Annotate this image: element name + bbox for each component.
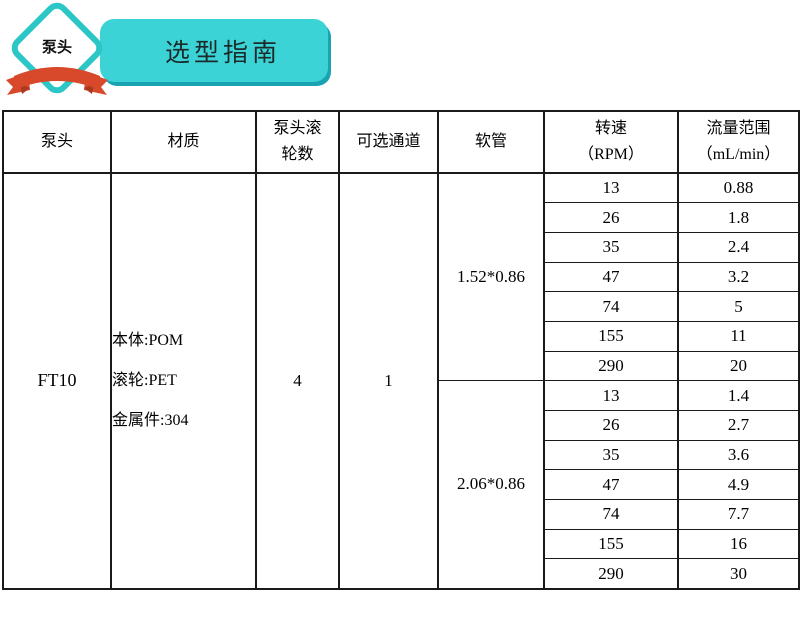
hose-cell: 2.06*0.86: [437, 380, 545, 590]
flow-cell: 5: [677, 291, 800, 322]
header-channels: 可选通道: [338, 110, 439, 174]
table-row: 290 30: [3, 558, 800, 590]
flow-cell: 30: [677, 558, 800, 590]
flow-cell: 11: [677, 320, 800, 352]
material-line: 本体:POM: [112, 331, 184, 349]
rpm-cell: 74: [543, 291, 679, 322]
rpm-cell: 35: [543, 231, 679, 263]
rpm-cell: 155: [543, 528, 679, 560]
flow-cell: 4.9: [677, 469, 800, 501]
rpm-cell: 155: [543, 320, 679, 352]
header-rpm: 转速 （RPM）: [543, 110, 679, 174]
diamond-ribbon-icon: [6, 2, 108, 95]
table-row: 74 5: [3, 291, 800, 322]
rpm-cell: 35: [543, 439, 679, 471]
header-hose: 软管: [437, 110, 545, 174]
rpm-cell: 26: [543, 202, 679, 233]
table-row: 47 4.9: [3, 469, 800, 501]
table-row: 35 2.4: [3, 231, 800, 263]
pump-model-cell: FT10: [2, 172, 112, 590]
flow-cell: 1.8: [677, 202, 800, 233]
material-line: 滚轮:PET: [112, 371, 177, 389]
table-row: 74 7.7: [3, 499, 800, 530]
title-banner: 选型指南: [100, 19, 328, 82]
flow-cell: 2.7: [677, 410, 800, 441]
rpm-cell: 13: [543, 380, 679, 411]
flow-cell: 7.7: [677, 499, 800, 530]
table-row: 35 3.6: [3, 439, 800, 471]
table-row: 2.06*0.86 13 1.4: [3, 380, 800, 590]
spec-table: 泵头 材质 泵头滚 轮数 可选通道 软管: [2, 110, 800, 590]
rpm-cell: 13: [543, 172, 679, 204]
table-row: 155 16: [3, 528, 800, 560]
rpm-cell: 26: [543, 410, 679, 441]
flow-cell: 20: [677, 350, 800, 382]
rpm-cell: 47: [543, 469, 679, 501]
rollers-cell: 4: [255, 172, 340, 590]
flow-cell: 3.6: [677, 439, 800, 471]
badge-label: 泵头: [41, 39, 72, 56]
flow-cell: 2.4: [677, 231, 800, 263]
rpm-cell: 74: [543, 499, 679, 530]
header-row: 泵头 材质 泵头滚 轮数 可选通道 软管: [2, 110, 800, 174]
header-material: 材质: [110, 110, 257, 174]
header-rollers: 泵头滚 轮数: [255, 110, 340, 174]
hose-cell: 1.52*0.86: [437, 172, 545, 382]
rpm-cell: 290: [543, 558, 679, 590]
table-row: 155 11: [3, 320, 800, 352]
page-title: 选型指南: [164, 38, 281, 67]
header-pump: 泵头: [2, 110, 112, 174]
flow-cell: 3.2: [677, 261, 800, 293]
table-row: FT10 本体:POM 滚轮:PET 金属件:304 4 1 1.52*0.86…: [2, 172, 800, 590]
material-cell: 本体:POM 滚轮:PET 金属件:304: [110, 172, 257, 590]
rpm-cell: 47: [543, 261, 679, 293]
flow-cell: 16: [677, 528, 800, 560]
flow-cell: 0.88: [677, 172, 800, 204]
flow-cell: 1.4: [677, 380, 800, 411]
table-row: 26 1.8: [3, 202, 800, 233]
pump-head-badge: 泵头: [0, 0, 130, 105]
header-flow-range: 流量范围 （mL/min）: [677, 110, 800, 174]
channels-cell: 1: [338, 172, 439, 590]
material-line: 金属件:304: [112, 411, 189, 429]
rpm-cell: 290: [543, 350, 679, 382]
